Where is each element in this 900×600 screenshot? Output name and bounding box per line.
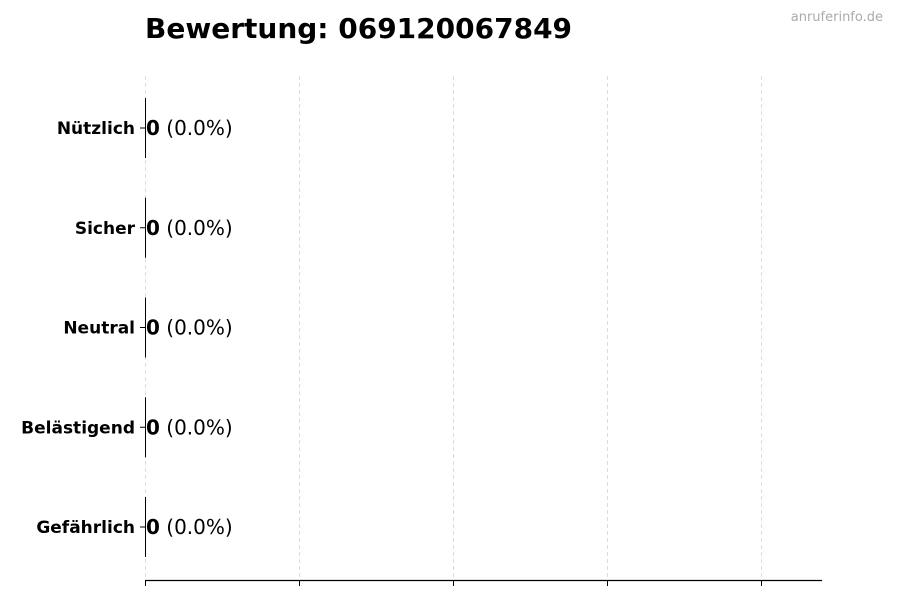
category-label: Nützlich: [57, 119, 135, 139]
count-label: 0: [146, 216, 160, 240]
count-label: 0: [146, 515, 160, 539]
count-label: 0: [146, 316, 160, 340]
percent-label: (0.0%): [160, 415, 233, 439]
watermark: anruferinfo.de: [790, 10, 883, 25]
category-label: Belästigend: [21, 418, 135, 438]
count-label: 0: [146, 415, 160, 439]
category-label: Gefährlich: [36, 518, 135, 538]
percent-label: (0.0%): [160, 515, 233, 539]
value-label: 0 (0.0%): [146, 216, 233, 240]
value-label: 0 (0.0%): [146, 316, 233, 340]
percent-label: (0.0%): [160, 216, 233, 240]
value-label: 0 (0.0%): [146, 515, 233, 539]
category-label: Neutral: [63, 319, 135, 339]
count-label: 0: [146, 116, 160, 140]
value-label: 0 (0.0%): [146, 116, 233, 140]
category-label: Sicher: [75, 219, 136, 239]
value-label: 0 (0.0%): [146, 415, 233, 439]
chart-title: Bewertung: 069120067849: [145, 12, 573, 45]
percent-label: (0.0%): [160, 116, 233, 140]
percent-label: (0.0%): [160, 316, 233, 340]
